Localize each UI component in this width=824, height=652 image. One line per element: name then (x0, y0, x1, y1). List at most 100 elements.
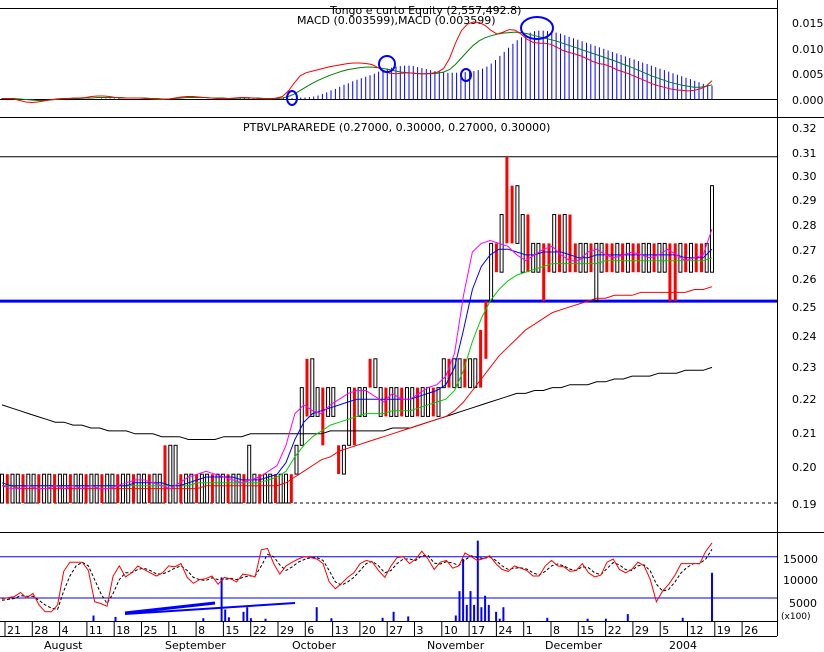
price-bar-up (199, 473, 204, 504)
volume-unit: (x100) (781, 612, 811, 622)
price-bar-down (242, 474, 246, 503)
macd-y-tick: 0.015 (792, 17, 824, 30)
price-y-tick: 0.25 (792, 301, 817, 314)
price-bar-down (258, 474, 262, 503)
volume-y-axis: 15000 10000 5000 (783, 553, 818, 610)
price-bar-up (457, 358, 462, 389)
price-bar-up (278, 473, 283, 504)
x-axis-day-label: 20 (362, 624, 376, 637)
x-axis-day-label: 17 (471, 624, 485, 637)
x-axis-day-label: 1 (171, 624, 178, 637)
price-bar-down (226, 474, 230, 503)
price-bar-up (263, 473, 267, 504)
price-bar-up (536, 242, 541, 273)
macd-y-tick: 0.005 (792, 68, 824, 81)
stoch-d-line (1, 549, 713, 611)
price-bar-up (405, 387, 409, 417)
price-bar-up (515, 185, 520, 244)
x-axis-day-label: 3 (417, 624, 424, 637)
price-y-tick: 0.21 (792, 427, 817, 440)
price-bar-down (510, 185, 514, 244)
price-bar-up (231, 473, 236, 504)
price-bar-up (599, 242, 604, 273)
price-bar-down (484, 301, 488, 359)
month-label: August (44, 639, 83, 652)
price-bar-up (173, 444, 178, 504)
price-y-tick: 0.32 (792, 122, 817, 135)
x-axis-day-label: 5 (662, 624, 669, 637)
price-title: PTBVLPARAREDE (0.27000, 0.30000, 0.27000… (243, 121, 550, 134)
divergence-trendline (124, 602, 296, 615)
price-bar-up (168, 444, 173, 504)
price-bar-up (247, 444, 252, 504)
price-bar-down (479, 329, 483, 388)
price-bar-down (210, 474, 214, 503)
price-bar-up (531, 242, 536, 273)
price-bar-up (678, 242, 683, 273)
month-label: October (292, 639, 336, 652)
macd-marker-ellipse (460, 68, 472, 82)
x-axis-day-label: 19 (717, 624, 731, 637)
price-bar-up (562, 214, 567, 273)
price-bar-up (341, 444, 346, 475)
x-axis-day-label: 21 (7, 624, 21, 637)
x-axis-day-label: 12 (690, 624, 704, 637)
x-axis-day-label: 11 (89, 624, 103, 637)
macd-line (2, 21, 713, 104)
price-bar-up (315, 387, 320, 417)
x-axis-day-label: 26 (744, 624, 758, 637)
price-y-tick: 0.24 (792, 330, 817, 343)
x-axis-day-label: 27 (389, 624, 403, 637)
price-bar-up (294, 444, 299, 475)
price-bar-up (473, 358, 478, 389)
x-axis-day-label: 18 (116, 624, 130, 637)
price-bar-down (573, 243, 577, 273)
price-bar-up (468, 358, 473, 389)
price-bar-up (710, 185, 714, 273)
price-bar-up (394, 387, 399, 417)
price-bar-down (431, 387, 435, 417)
price-y-tick: 0.22 (792, 393, 817, 406)
price-bar-up (615, 242, 620, 273)
price-bar-down (305, 358, 309, 417)
x-axis-day-label: 8 (198, 624, 205, 637)
macd-y-axis: 0.015 0.010 0.005 0.000 (792, 17, 824, 107)
price-bar-down (368, 358, 372, 388)
price-bar-up (625, 242, 630, 273)
price-bar-up (441, 358, 446, 389)
price-bar-down (463, 358, 467, 388)
x-axis-day-label: 8 (553, 624, 560, 637)
x-axis-day-label: 6 (307, 624, 314, 637)
price-bar-up (362, 387, 367, 417)
price-bar-down (558, 214, 561, 273)
volume-y-tick: 5000 (789, 597, 817, 610)
price-y-tick: 0.30 (792, 170, 817, 183)
macd-y-tick: 0.010 (792, 43, 824, 56)
x-axis-day-label: 13 (335, 624, 349, 637)
price-bar-down (400, 387, 404, 417)
price-bar-down (673, 243, 677, 302)
price-bar-down (416, 387, 419, 417)
price-bar-up (326, 387, 331, 417)
price-bar-up (0, 473, 4, 504)
price-bar-up (378, 387, 383, 417)
price-bar-up (220, 473, 225, 504)
macd-marker-ellipse (378, 55, 396, 73)
price-bar-down (605, 243, 609, 273)
x-axis-day-label: 15 (225, 624, 239, 637)
price-moving-average (1, 228, 713, 490)
price-bar-up (205, 473, 210, 504)
price-bar-up (410, 387, 415, 417)
price-bar-down (289, 474, 293, 503)
price-y-tick: 0.27 (792, 244, 817, 257)
price-bar-down (526, 214, 530, 273)
price-bar-up (236, 473, 241, 504)
plot-layer: 21 28 4 11 18 25 1 8 15 22 29 6 13 20 27 3 10 17 24 1 8 15 22 2… (0, 16, 777, 637)
volume-y-tick: 10000 (783, 574, 818, 587)
price-bar-up (373, 358, 378, 389)
price-bar-down (542, 243, 546, 302)
price-bar-up (215, 473, 220, 504)
price-y-tick: 0.20 (792, 461, 817, 474)
price-bar-down (668, 243, 672, 302)
